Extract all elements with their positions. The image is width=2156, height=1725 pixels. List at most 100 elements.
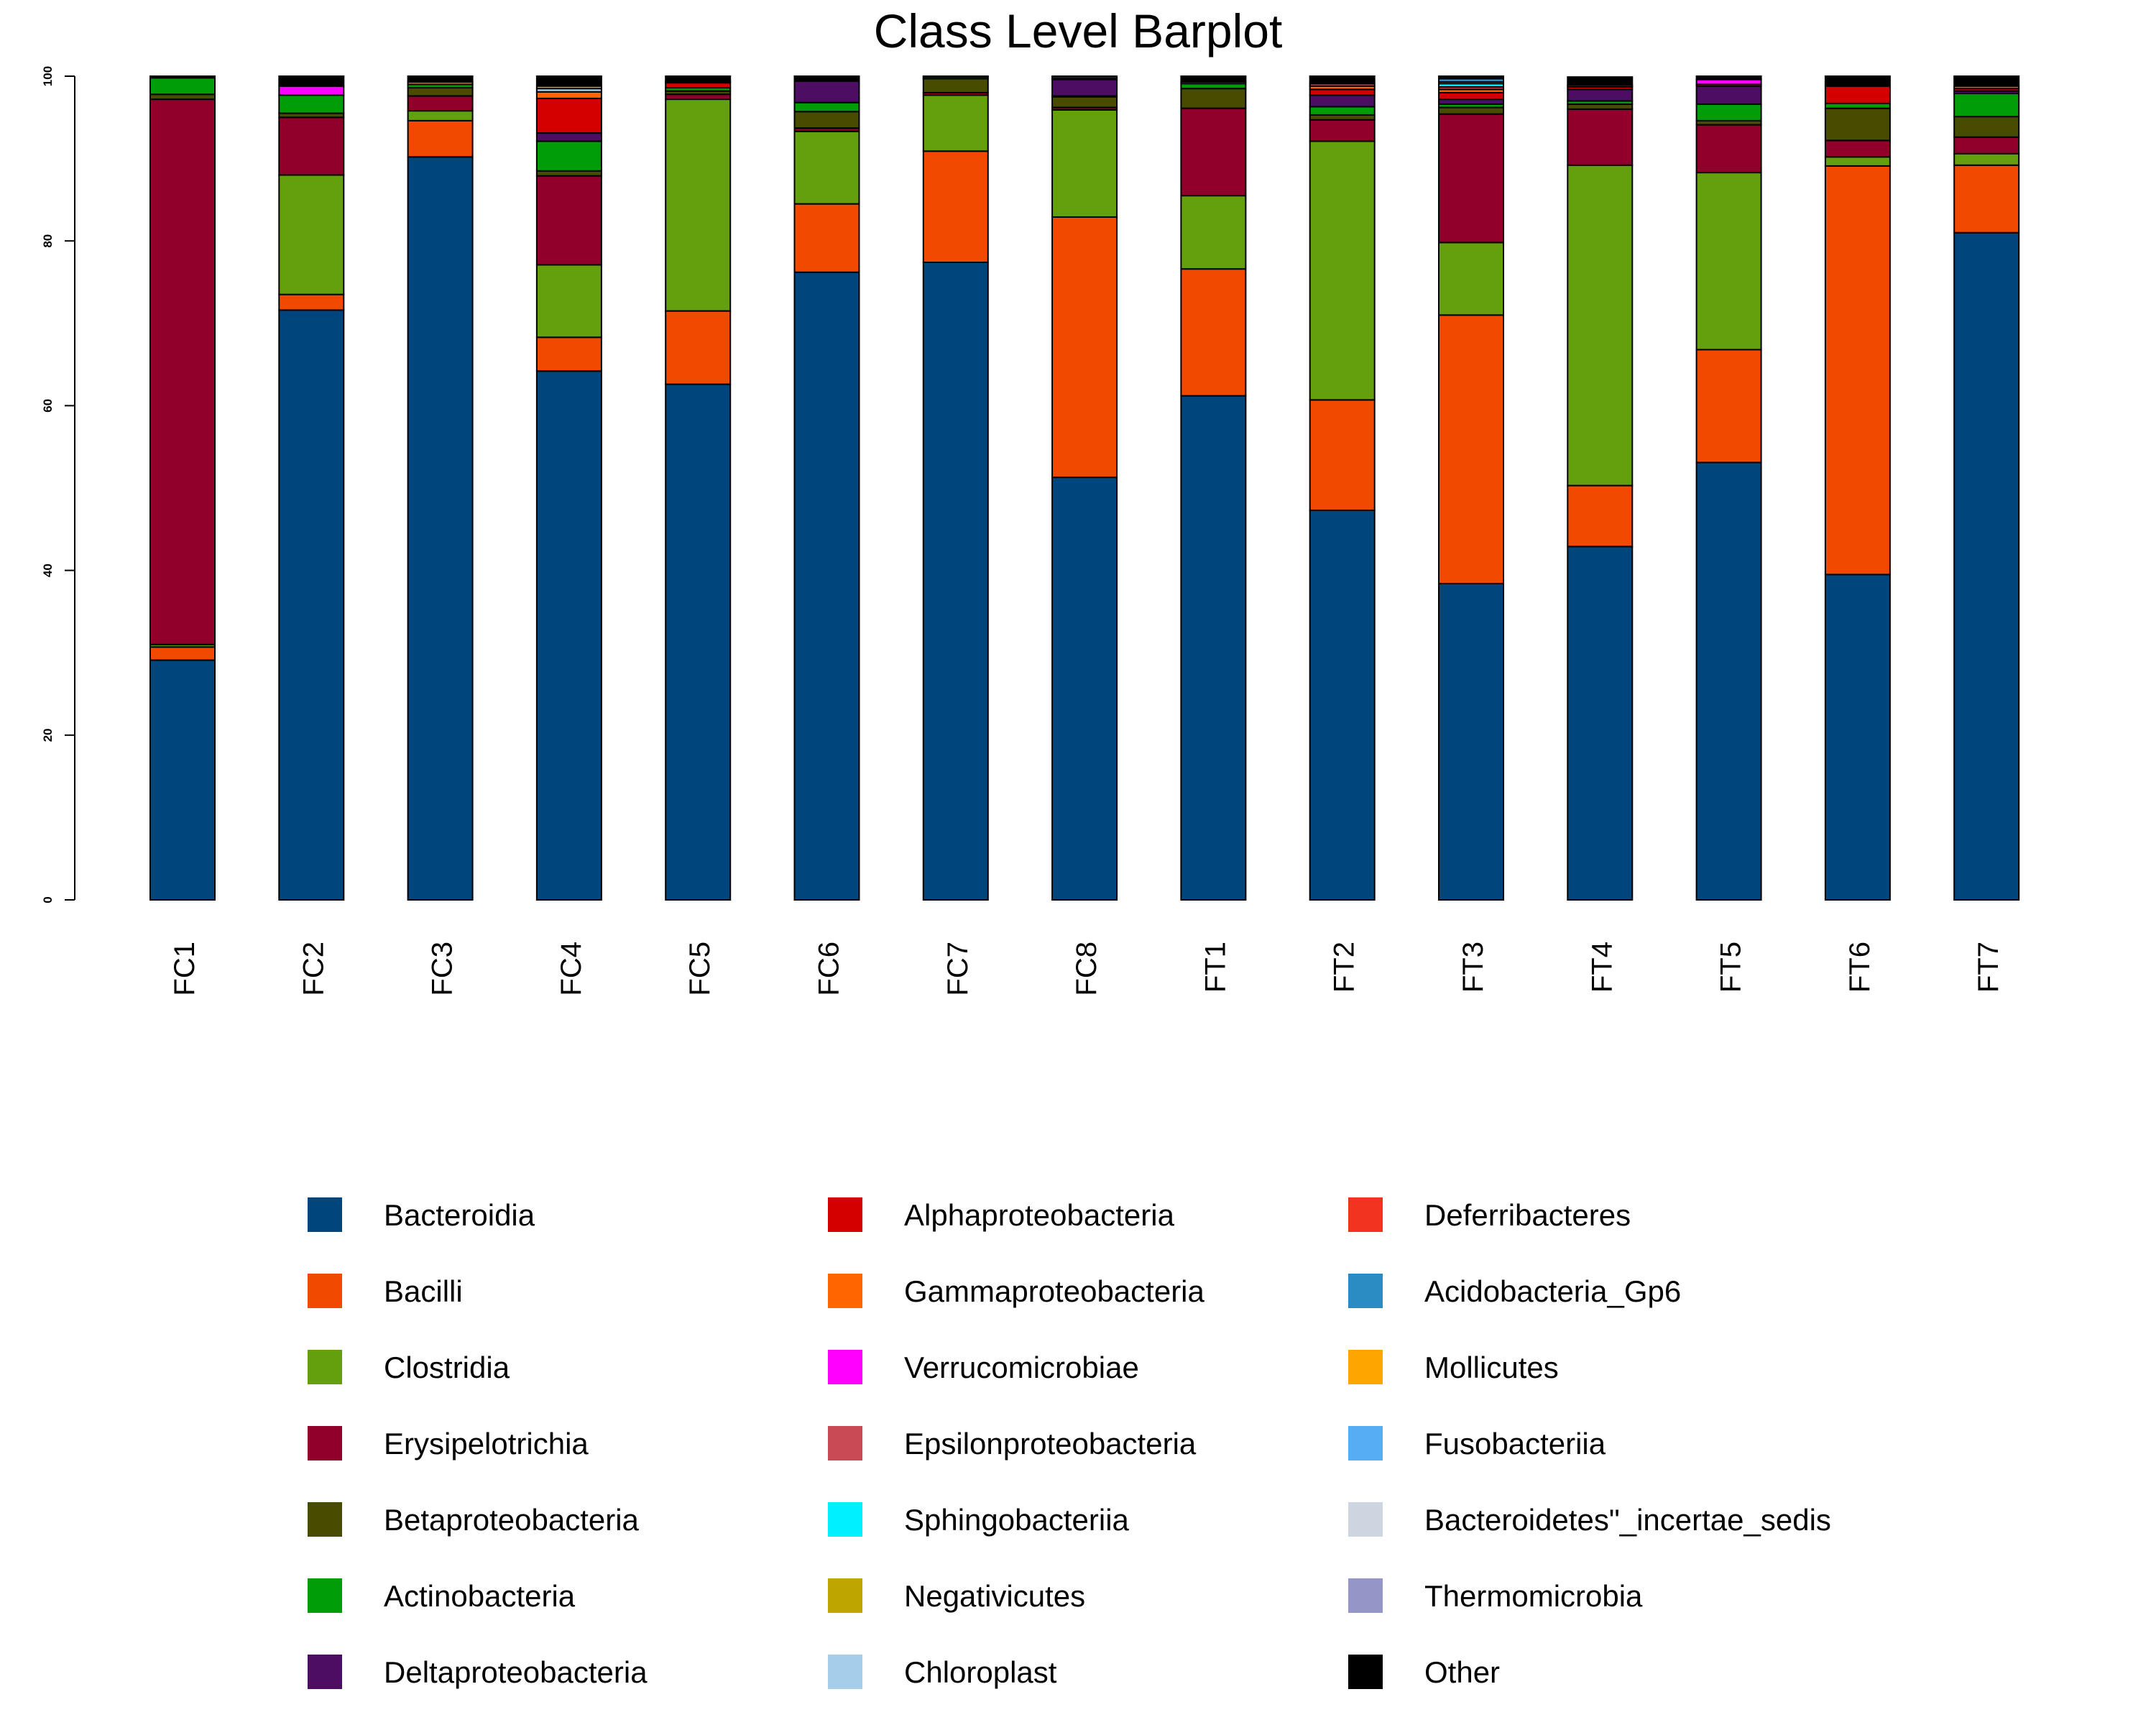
bar-segment (278, 116, 345, 176)
bar-segment (793, 203, 860, 273)
legend-swatch (308, 1274, 342, 1308)
bar-stack-ft3 (1438, 75, 1504, 901)
legend-item: Negativicutes (828, 1578, 1085, 1613)
bar-segment (1824, 139, 1891, 158)
bar-segment (1051, 96, 1118, 109)
bar-segment (535, 370, 602, 901)
x-tick-label: FC1 (169, 942, 201, 996)
bar-segment (1695, 461, 1762, 901)
legend-label: Negativicutes (904, 1579, 1085, 1613)
legend-label: Fusobacteriia (1424, 1427, 1606, 1460)
bar-segment (1051, 216, 1118, 479)
legend-label: Betaproteobacteria (384, 1503, 640, 1537)
bar-segment (1051, 75, 1118, 79)
bar-segment (1824, 156, 1891, 167)
legend-swatch (1348, 1578, 1383, 1613)
legend-swatch (308, 1197, 342, 1232)
legend-swatch (1348, 1350, 1383, 1384)
bar-segment (793, 75, 860, 82)
bar-segment (278, 309, 345, 901)
legend-item: Erysipelotrichia (308, 1426, 589, 1460)
x-tick-label: FC5 (684, 942, 716, 996)
bar-segment (665, 383, 732, 901)
bar-segment (407, 95, 474, 112)
bar-segment (1180, 268, 1247, 397)
y-tick-label: 80 (41, 234, 55, 248)
y-tick-label: 20 (41, 728, 55, 742)
legend-item: Clostridia (308, 1350, 510, 1384)
bar-segment (1309, 509, 1376, 901)
bar-segment (1438, 91, 1504, 101)
x-tick-label: FC6 (814, 942, 845, 996)
bar-stack-ft6 (1824, 75, 1891, 901)
y-tick-label: 0 (41, 896, 55, 903)
legend-label: Epsilonproteobacteria (904, 1427, 1197, 1460)
legend-item: Sphingobacteriia (828, 1502, 1130, 1537)
bar-stack-fc7 (922, 75, 989, 901)
x-tick-label: FT4 (1586, 942, 1618, 993)
legend-item: Thermomicrobia (1348, 1578, 1643, 1613)
bar-segment (1180, 395, 1247, 901)
legend-item: Alphaproteobacteria (828, 1197, 1175, 1232)
legend-item: Other (1348, 1655, 1500, 1689)
bar-segment (1438, 113, 1504, 244)
legend-item: Deferribacteres (1348, 1197, 1631, 1232)
legend-swatch (828, 1350, 862, 1384)
legend-label: Acidobacteria_Gp6 (1424, 1274, 1681, 1308)
bar-segment (1567, 103, 1634, 110)
bar-segment (535, 132, 602, 142)
legend-label: Thermomicrobia (1424, 1579, 1643, 1613)
bar-segment (793, 271, 860, 901)
legend-swatch (828, 1197, 862, 1232)
bar-segment (1953, 93, 2020, 118)
bar-segment (1309, 119, 1376, 142)
bar-segment (1180, 88, 1247, 109)
bar-segment (1824, 85, 1891, 104)
bar-segment (665, 82, 732, 89)
x-tick-label: FT1 (1199, 942, 1231, 993)
bar-segment (1953, 116, 2020, 138)
bar-segment (1695, 75, 1762, 80)
bar-segment (149, 98, 216, 645)
bar-stack-fc3 (407, 75, 474, 901)
bar-segment (922, 261, 989, 901)
x-tick-label: FT3 (1457, 942, 1489, 993)
legend-swatch (308, 1502, 342, 1537)
bar-segment (1953, 75, 2020, 87)
bar-segment (1824, 574, 1891, 901)
bar-segment (665, 310, 732, 385)
legend-item: Chloroplast (828, 1655, 1057, 1689)
bar-segment (1695, 124, 1762, 174)
bar-stack-ft4 (1567, 76, 1634, 901)
bar-segment (149, 93, 216, 101)
bar-segment (1309, 140, 1376, 401)
legend-item: Fusobacteriia (1348, 1426, 1606, 1460)
bar-segment (1567, 88, 1634, 102)
x-tick-label: FC2 (298, 942, 329, 996)
legend-swatch (308, 1655, 342, 1689)
legend-swatch (308, 1426, 342, 1460)
bar-segment (1051, 78, 1118, 97)
legend-label: Verrucomicrobiae (904, 1351, 1139, 1384)
bar-segment (1695, 78, 1762, 86)
bar-segment (922, 75, 989, 78)
bar-segment (1309, 106, 1376, 116)
legend-swatch (1348, 1197, 1383, 1232)
legend-item: Epsilonproteobacteria (828, 1426, 1197, 1460)
legend-label: Deferribacteres (1424, 1198, 1631, 1232)
bar-segment (407, 75, 474, 83)
y-tick-label: 100 (41, 66, 55, 86)
legend-item: Actinobacteria (308, 1578, 576, 1613)
bar-segment (1953, 136, 2020, 155)
bar-segment (1438, 106, 1504, 115)
legend-swatch (828, 1578, 862, 1613)
bar-segment (665, 75, 732, 83)
bar-segment (535, 140, 602, 172)
legend-item: Mollicutes (1348, 1350, 1559, 1384)
bar-segment (1824, 75, 1891, 87)
bar-stack-fc5 (665, 75, 732, 901)
legend-item: Acidobacteria_Gp6 (1348, 1274, 1681, 1308)
bar-segment (793, 101, 860, 113)
bar-stack-ft7 (1953, 75, 2020, 901)
legend-item: Gammaproteobacteria (828, 1274, 1205, 1308)
